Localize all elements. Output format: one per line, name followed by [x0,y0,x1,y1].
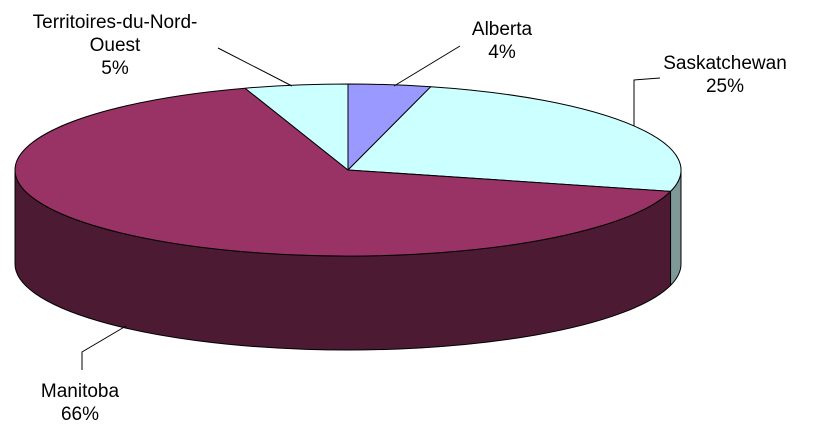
label-saskatchewan-name: Saskatchewan [663,53,787,74]
label-territoires-pct: 5% [101,58,129,79]
label-saskatchewan-pct: 25% [705,76,745,97]
leader-territoires [217,47,293,87]
label-manitoba-name: Manitoba [40,381,120,402]
leader-alberta [393,45,461,87]
label-manitoba: Manitoba 66% [20,380,140,426]
label-alberta-name: Alberta [471,19,533,40]
pie-slice-saskatchewan [347,86,682,192]
label-territoires: Territoires-du-Nord- Ouest 5% [10,11,220,80]
leader-saskatchewan [633,77,661,126]
leader-lines [81,45,661,370]
label-territoires-name-1: Territoires-du-Nord- [32,12,198,33]
label-manitoba-pct: 66% [60,404,100,425]
pie-slice-manitoba [14,87,672,257]
leader-manitoba [81,325,127,370]
label-territoires-name-2: Ouest [89,35,141,56]
label-saskatchewan: Saskatchewan 25% [640,52,810,98]
label-alberta: Alberta 4% [452,18,552,64]
pie-tops [14,83,682,257]
label-alberta-pct: 4% [488,42,516,63]
pie-slice-territoires-du-nord-ouest [244,83,349,171]
